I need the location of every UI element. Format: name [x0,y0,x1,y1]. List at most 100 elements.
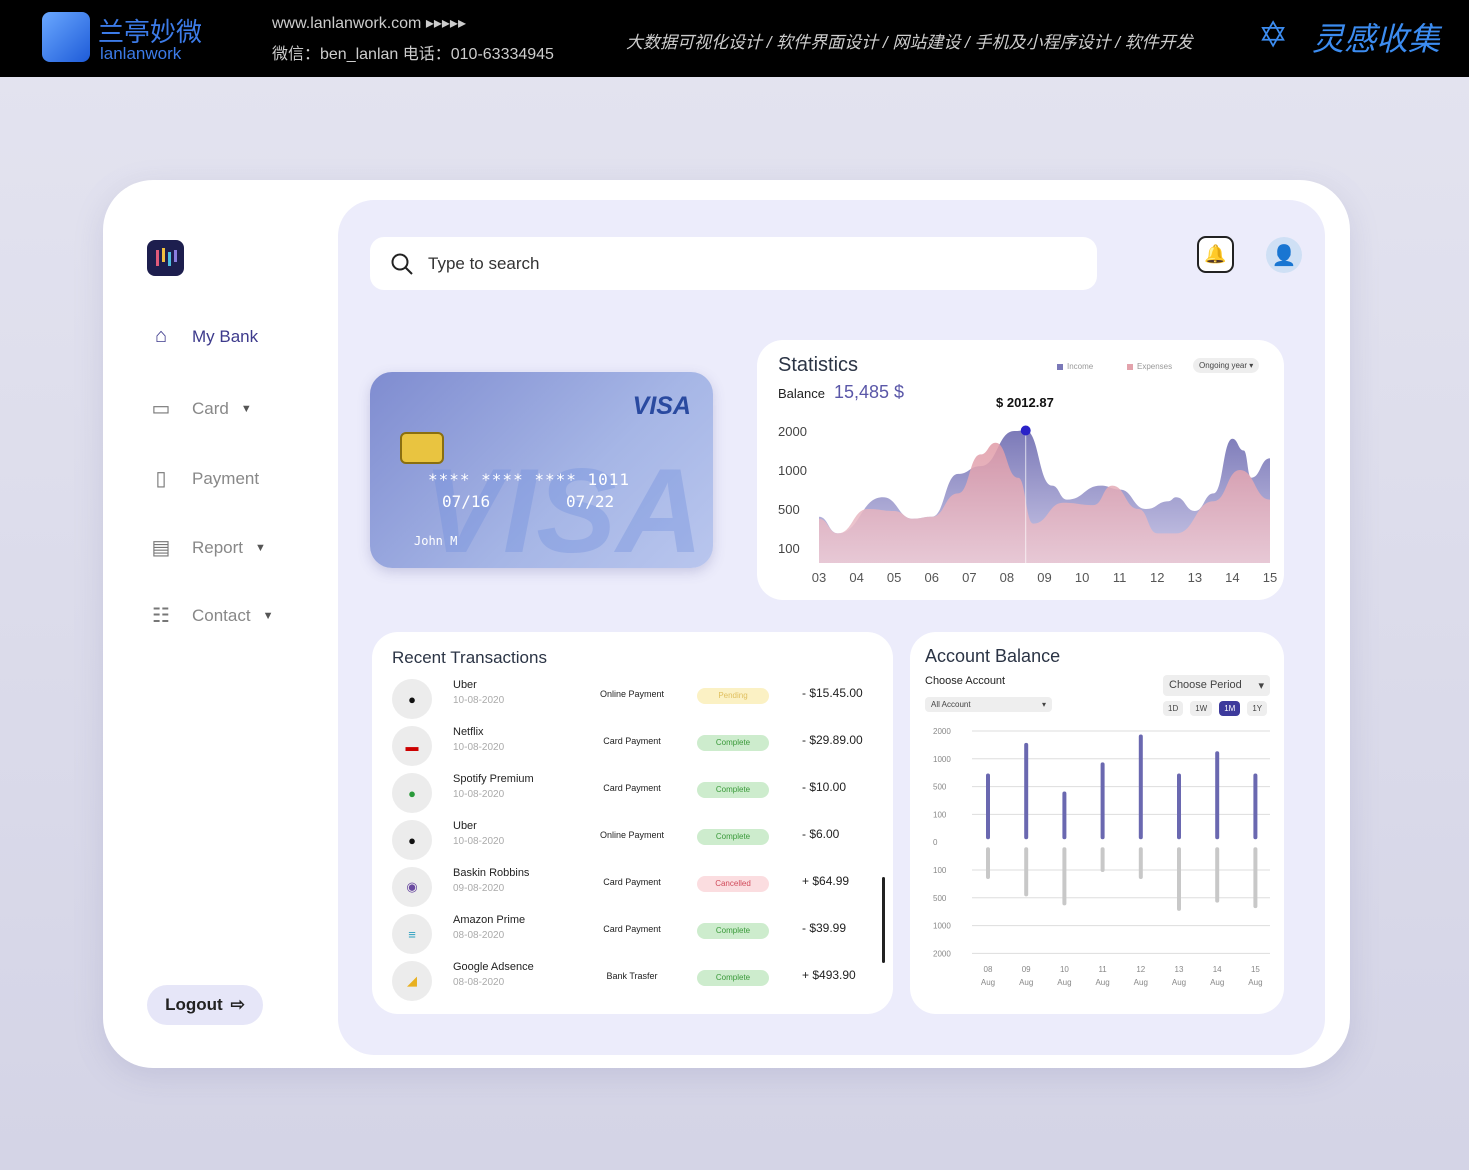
credit-card[interactable]: VISA VISA **** **** **** 1011 07/16 07/2… [370,372,713,568]
sidebar-item-report[interactable]: ▤ Report ▼ [146,535,266,560]
tagline: 灵感收集 [1312,21,1441,57]
search-input[interactable] [428,253,1028,274]
payment-type: Card Payment [603,736,661,746]
y-tick-label: 500 [933,894,947,903]
status-badge: Complete [697,970,769,986]
payment-icon: ▯ [155,468,167,490]
watermark-banner: 兰亭妙微 lanlanwork www.lanlanwork.com ▸▸▸▸▸… [0,0,1469,77]
legend-expenses: Expenses [1127,362,1172,371]
payment-type: Card Payment [603,877,661,887]
table-row[interactable]: ◉ Baskin Robbins 09-08-2020 Card Payment… [392,865,872,911]
legend-income: Income [1057,362,1093,371]
scrollbar[interactable] [882,877,885,963]
table-row[interactable]: ◢ Google Adsence 08-08-2020 Bank Trasfer… [392,959,872,1005]
y-tick-label: 500 [778,502,800,517]
x-tick-label: 14 [1213,965,1222,974]
amount: - $6.00 [802,827,840,841]
y-tick-label: 100 [933,810,947,819]
search-bar[interactable] [370,237,1097,290]
merchant-name: Baskin Robbins [453,867,530,879]
x-tick-label: 10 [1060,965,1069,974]
table-row[interactable]: ≡ Amazon Prime 08-08-2020 Card Payment C… [392,912,872,958]
x-tick-label: 13 [1188,570,1202,585]
period-dropdown[interactable]: Choose Period ▾ [1163,675,1270,696]
table-row[interactable]: ● Uber 10-08-2020 Online Payment Pending… [392,677,872,723]
transaction-date: 10-08-2020 [453,789,505,800]
recent-transactions-card: Recent Transactions ● Uber 10-08-2020 On… [372,632,893,1014]
logout-icon: ⇨ [230,995,245,1014]
payment-type: Card Payment [603,783,661,793]
bell-icon: 🔔 [1204,244,1227,264]
card-number: **** **** **** 1011 [428,470,631,489]
x-tick-label: 12 [1136,965,1145,974]
status-badge: Complete [697,735,769,751]
amount: - $10.00 [802,780,847,794]
status-badge: Complete [697,782,769,798]
y-tick-label: 2000 [778,424,807,439]
sidebar-item-label: My Bank [192,326,259,346]
logout-label: Logout [165,995,223,1014]
period-dropdown[interactable]: Ongoing year ▾ [1193,358,1260,373]
app-logo[interactable] [147,240,184,276]
x-tick-label: 09 [1037,570,1051,585]
range-1m[interactable]: 1M [1219,701,1241,716]
statistics-card: Statistics Balance 15,485 $ Income Expen… [757,340,1284,600]
x-tick-label: 03 [812,570,826,585]
transaction-date: 09-08-2020 [453,883,505,894]
x-tick-label: 08 [1000,570,1014,585]
amazon-prime-icon: ≡ [392,914,432,954]
x-tick-label: 06 [925,570,939,585]
x-tick-label: Aug [1134,978,1148,987]
status-badge: Complete [697,923,769,939]
y-tick-label: 1000 [933,755,951,764]
notification-button[interactable]: 🔔 [1197,236,1234,273]
x-tick-label: 11 [1098,965,1107,974]
amount: + $493.90 [802,968,856,982]
y-tick-label: 500 [933,783,947,792]
account-dropdown[interactable]: All Account ▾ [925,697,1052,712]
uber-icon: ● [392,820,432,860]
table-row[interactable]: ● Uber 10-08-2020 Online Payment Complet… [392,818,872,864]
expenses-area [819,442,1270,563]
netflix-icon: ▬ [392,726,432,766]
contact-icon: ☷ [152,605,170,627]
x-tick-label: 09 [1022,965,1031,974]
x-tick-label: 10 [1075,570,1089,585]
chevron-down-icon: ▼ [255,541,266,554]
table-row[interactable]: ▬ Netflix 10-08-2020 Card Payment Comple… [392,724,872,770]
x-tick-label: 08 [984,965,993,974]
baskin-robbins-icon: ◉ [392,867,432,907]
contact-info: 微信：ben_lanlan 电话：010-63334945 [272,46,554,63]
logout-button[interactable]: Logout ⇨ [147,985,263,1025]
merchant-name: Uber [453,679,477,691]
payment-type: Online Payment [599,830,665,840]
spotify-icon: ● [392,773,432,813]
payment-type: Bank Trasfer [606,971,658,981]
card-watermark: VISA [422,444,703,568]
range-1d[interactable]: 1D [1163,701,1184,716]
avatar[interactable]: 👤 [1266,237,1302,273]
x-tick-label: 14 [1225,570,1239,585]
range-1w[interactable]: 1W [1190,701,1213,716]
google-adsense-icon: ◢ [392,961,432,1001]
chevron-down-icon: ▼ [262,609,274,622]
amount: + $64.99 [802,874,850,888]
statistics-title: Statistics [778,354,859,376]
range-1y[interactable]: 1Y [1247,701,1268,716]
brand-cn: 兰亭妙微 [98,17,203,47]
status-badge: Cancelled [697,876,769,892]
valid-thru: 07/22 [566,492,615,511]
sidebar-item-contact[interactable]: ☷ Contact ▼ [146,603,273,628]
sidebar-item-my-bank[interactable]: ⌂ My Bank [146,325,258,348]
y-tick-label: 0 [933,838,938,847]
x-tick-label: 12 [1150,570,1164,585]
table-row[interactable]: ● Spotify Premium 10-08-2020 Card Paymen… [392,771,872,817]
status-badge: Complete [697,829,769,845]
sidebar-item-label: Payment [192,468,260,488]
sidebar-item-payment[interactable]: ▯ Payment [146,466,259,491]
home-icon: ⌂ [154,325,168,347]
x-tick-label: 15 [1263,570,1277,585]
star-icon: ✡ [1258,14,1289,55]
merchant-name: Google Adsence [453,961,534,973]
sidebar-item-card[interactable]: ▭ Card ▼ [146,396,252,421]
